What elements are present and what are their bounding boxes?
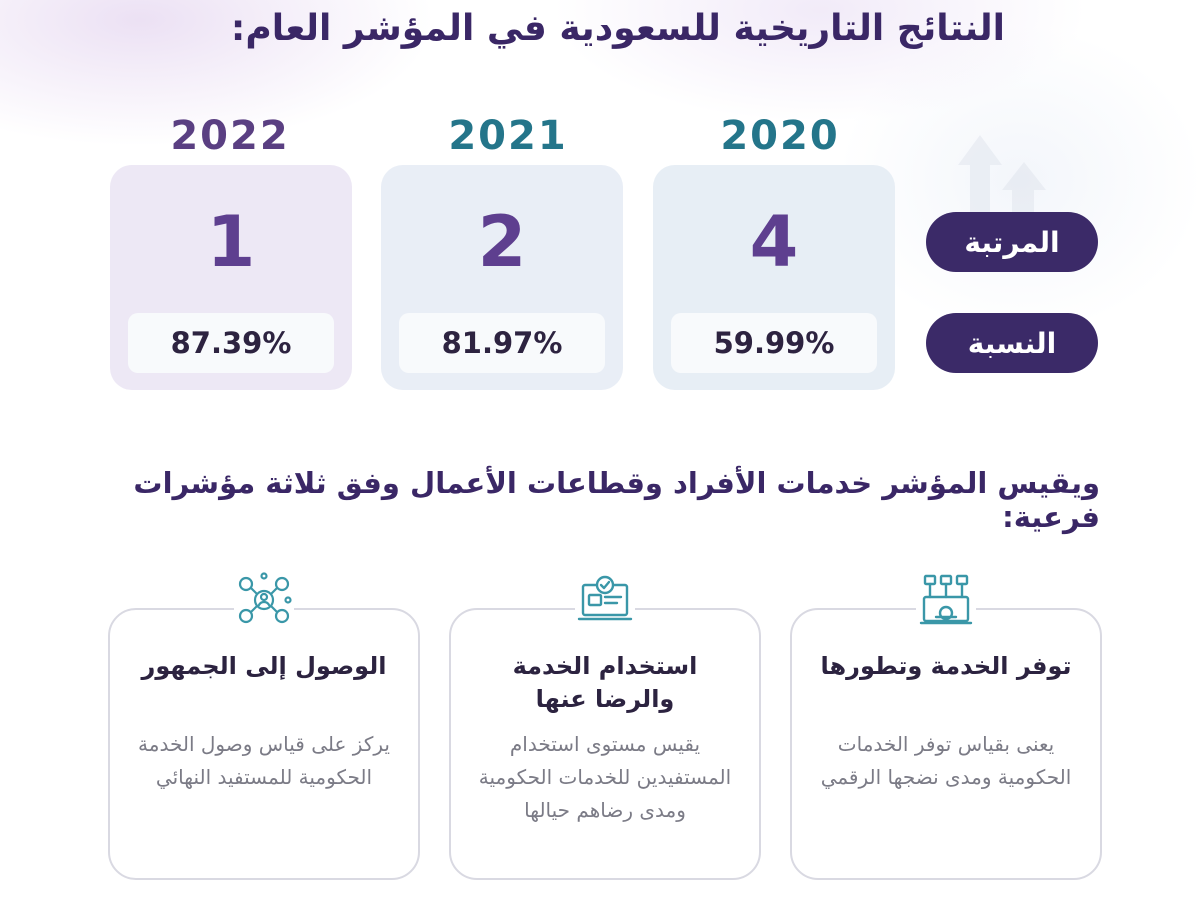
indicator-card-usage: استخدام الخدمة والرضا عنها يقيس مستوى اس…: [449, 570, 761, 880]
result-card-2020: 4 59.99%: [653, 165, 895, 390]
section-subtitle: ويقيس المؤشر خدمات الأفراد وقطاعات الأعم…: [133, 466, 1100, 534]
indicator-title: استخدام الخدمة والرضا عنها: [512, 652, 698, 713]
audience-reach-icon: [234, 570, 294, 630]
indicator-title: توفر الخدمة وتطورها: [820, 652, 1072, 680]
percentage-box: 81.97%: [399, 313, 605, 373]
rank-value: 2: [477, 201, 527, 283]
indicator-title: الوصول إلى الجمهور: [141, 652, 387, 680]
year-2020: 2020: [720, 113, 840, 159]
percentage-box: 59.99%: [671, 313, 877, 373]
indicator-description: يعنى بقياس توفر الخدمات الحكومية ومدى نض…: [820, 732, 1072, 789]
year-2022: 2022: [170, 113, 290, 159]
service-availability-icon: [916, 570, 976, 630]
percentage-label: النسبة: [926, 313, 1098, 373]
page-title: النتائج التاريخية للسعودية في المؤشر الع…: [230, 8, 1005, 49]
indicator-description: يقيس مستوى استخدام المستفيدين للخدمات ال…: [478, 732, 732, 822]
percentage-value: 59.99%: [713, 326, 835, 360]
result-card-2022: 1 87.39%: [110, 165, 352, 390]
year-2021: 2021: [448, 113, 568, 159]
indicator-card-reach: الوصول إلى الجمهور يركز على قياس وصول ال…: [108, 570, 420, 880]
percentage-value: 87.39%: [170, 326, 292, 360]
percentage-value: 81.97%: [441, 326, 563, 360]
indicator-description: يركز على قياس وصول الخدمة الحكومية للمست…: [138, 732, 390, 789]
percentage-box: 87.39%: [128, 313, 334, 373]
rank-value: 4: [749, 201, 799, 283]
result-card-2021: 2 81.97%: [381, 165, 623, 390]
indicator-card-availability: توفر الخدمة وتطورها يعنى بقياس توفر الخد…: [790, 570, 1102, 880]
rank-label: المرتبة: [926, 212, 1098, 272]
rank-value: 1: [206, 201, 256, 283]
service-usage-icon: [575, 570, 635, 630]
